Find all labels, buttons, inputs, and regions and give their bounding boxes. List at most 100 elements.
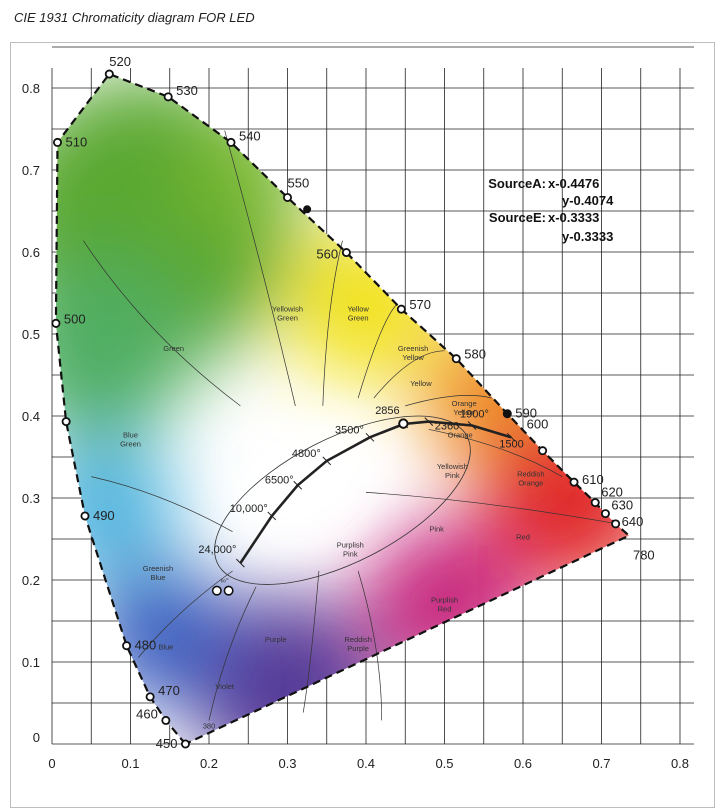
y-tick-label: 0.2 — [22, 573, 40, 588]
region-label: Reddish Orange — [517, 470, 545, 488]
region-label: Yellowish Pink — [437, 462, 468, 480]
region-label: Greenish Yellow — [398, 344, 428, 362]
region-label-line: Orange — [448, 430, 473, 439]
region-label: Blue Green — [120, 430, 141, 448]
x-tick-label: 0.4 — [357, 756, 375, 771]
region-label-line: Pink — [445, 471, 460, 480]
source-a-marker — [398, 418, 409, 429]
region-label: Purplish Red — [431, 595, 458, 613]
wavelength-marker — [538, 446, 548, 456]
region-label-line: Blue — [123, 430, 138, 439]
temperature-label: 6500° — [265, 474, 294, 486]
wavelength-label: 450 — [156, 736, 178, 751]
region-label: Reddish Purple — [344, 635, 372, 653]
region-boundary — [83, 240, 241, 407]
temperature-label: 4800° — [292, 448, 321, 460]
temperature-tick — [467, 421, 477, 430]
region-label: Yellow Green — [347, 305, 369, 323]
region-boundary — [373, 350, 445, 399]
region-label: Green — [163, 344, 184, 353]
region-label: Yellowish Green — [272, 305, 303, 323]
region-label-line: Violet — [215, 682, 235, 691]
region-label-line: Purple — [265, 635, 287, 644]
region-label: Yellow — [410, 379, 432, 388]
region-label-line: Orange — [452, 399, 477, 408]
wavelength-marker — [180, 739, 190, 749]
region-label-line: Yellow — [453, 408, 475, 417]
region-label-line: Yellow — [402, 353, 424, 362]
x-tick-label: 0.7 — [592, 756, 610, 771]
wavelength-label: 580 — [464, 347, 486, 362]
region-boundary — [322, 240, 343, 406]
region-label-line: Yellow — [410, 379, 432, 388]
region-label-line: Yellowish — [272, 305, 303, 314]
wavelength-label: 470 — [158, 683, 180, 698]
region-label: Pink — [429, 525, 444, 534]
color-patch — [55, 260, 190, 441]
region-boundary — [208, 586, 257, 721]
region-label-line: Green — [348, 314, 369, 323]
region-boundary — [302, 570, 320, 713]
temperature-label: 2360 — [435, 421, 459, 433]
region-label-line: Yellow — [347, 305, 369, 314]
region-label-line: Purplish — [337, 540, 364, 549]
wavelength-label: 640 — [622, 514, 644, 529]
wavelength-label: 540 — [239, 128, 261, 143]
region-label-line: Reddish — [344, 635, 372, 644]
region-label: Greenish Blue — [143, 564, 173, 582]
wavelength-label: 520 — [109, 54, 131, 69]
temperature-tick — [293, 480, 303, 490]
x-tick-label: 0.8 — [671, 756, 689, 771]
wavelength-label: 500 — [64, 311, 86, 326]
region-label-line: Green — [120, 439, 141, 448]
source-name: SourceE: — [489, 210, 546, 225]
wavelength-marker — [104, 69, 114, 79]
wavelength-label: 510 — [65, 134, 87, 149]
region-label-line: Orange — [518, 479, 543, 488]
source-annotations: SourceA: x-0.4476 y-0.4074 SourceE: x-0.3333… — [211, 176, 614, 596]
temperature-label: 2856 — [375, 405, 399, 417]
region-boundary — [428, 429, 563, 477]
wavelength-marker — [51, 318, 61, 328]
region-label-line: Greenish — [143, 564, 173, 573]
region-label-line: Green — [163, 344, 184, 353]
wavelength-label: 630 — [611, 498, 633, 513]
wavelength-label: 780 — [633, 548, 655, 563]
wavelength-label: 490 — [93, 508, 115, 523]
region-boundary — [224, 130, 296, 406]
region-label-line: Reddish — [517, 470, 545, 479]
region-boundary — [138, 570, 233, 658]
page-title: CIE 1931 Chromaticity diagram FOR LED — [14, 10, 255, 25]
locus-dot-550 — [303, 205, 312, 214]
temperature-label: 10,000° — [230, 503, 268, 515]
y-tick-label: 0.7 — [22, 163, 40, 178]
region-label-line: Purplish — [431, 595, 458, 604]
y-tick-label: 0.8 — [22, 81, 40, 96]
temperature-tick — [322, 456, 332, 466]
x-tick-label: 0.2 — [200, 756, 218, 771]
wavelength-label: 530 — [176, 83, 198, 98]
y-tick-label: 0 — [33, 730, 40, 745]
wavelength-marker — [341, 248, 351, 258]
source-e-marker — [223, 585, 234, 596]
temperature-tick — [506, 432, 516, 442]
black-body-locus: 24,000° 10,000° 6500° 4800° 3500° 2856 2360190… — [198, 405, 524, 568]
wavelength-marker — [451, 354, 461, 364]
source-coordinate: y-0.3333 — [562, 229, 613, 244]
temperature-label: 1500 — [499, 438, 523, 450]
wavelength-marker — [61, 417, 71, 427]
region-label: Purplish Pink — [337, 540, 364, 558]
region-label-line: Purple — [347, 644, 369, 653]
wavelength-marker — [611, 519, 621, 529]
wavelength-marker — [226, 137, 236, 147]
wavelength-label: 590 — [515, 406, 537, 421]
wavelength-marker — [145, 692, 155, 702]
region-label: ∞° — [221, 576, 229, 585]
region-label: Orange Yellow — [452, 399, 477, 417]
y-tick-label: 0.3 — [22, 491, 40, 506]
region-label-line: Green — [277, 314, 298, 323]
wavelength-label: 560 — [316, 247, 338, 262]
wavelength-marker — [590, 498, 600, 508]
